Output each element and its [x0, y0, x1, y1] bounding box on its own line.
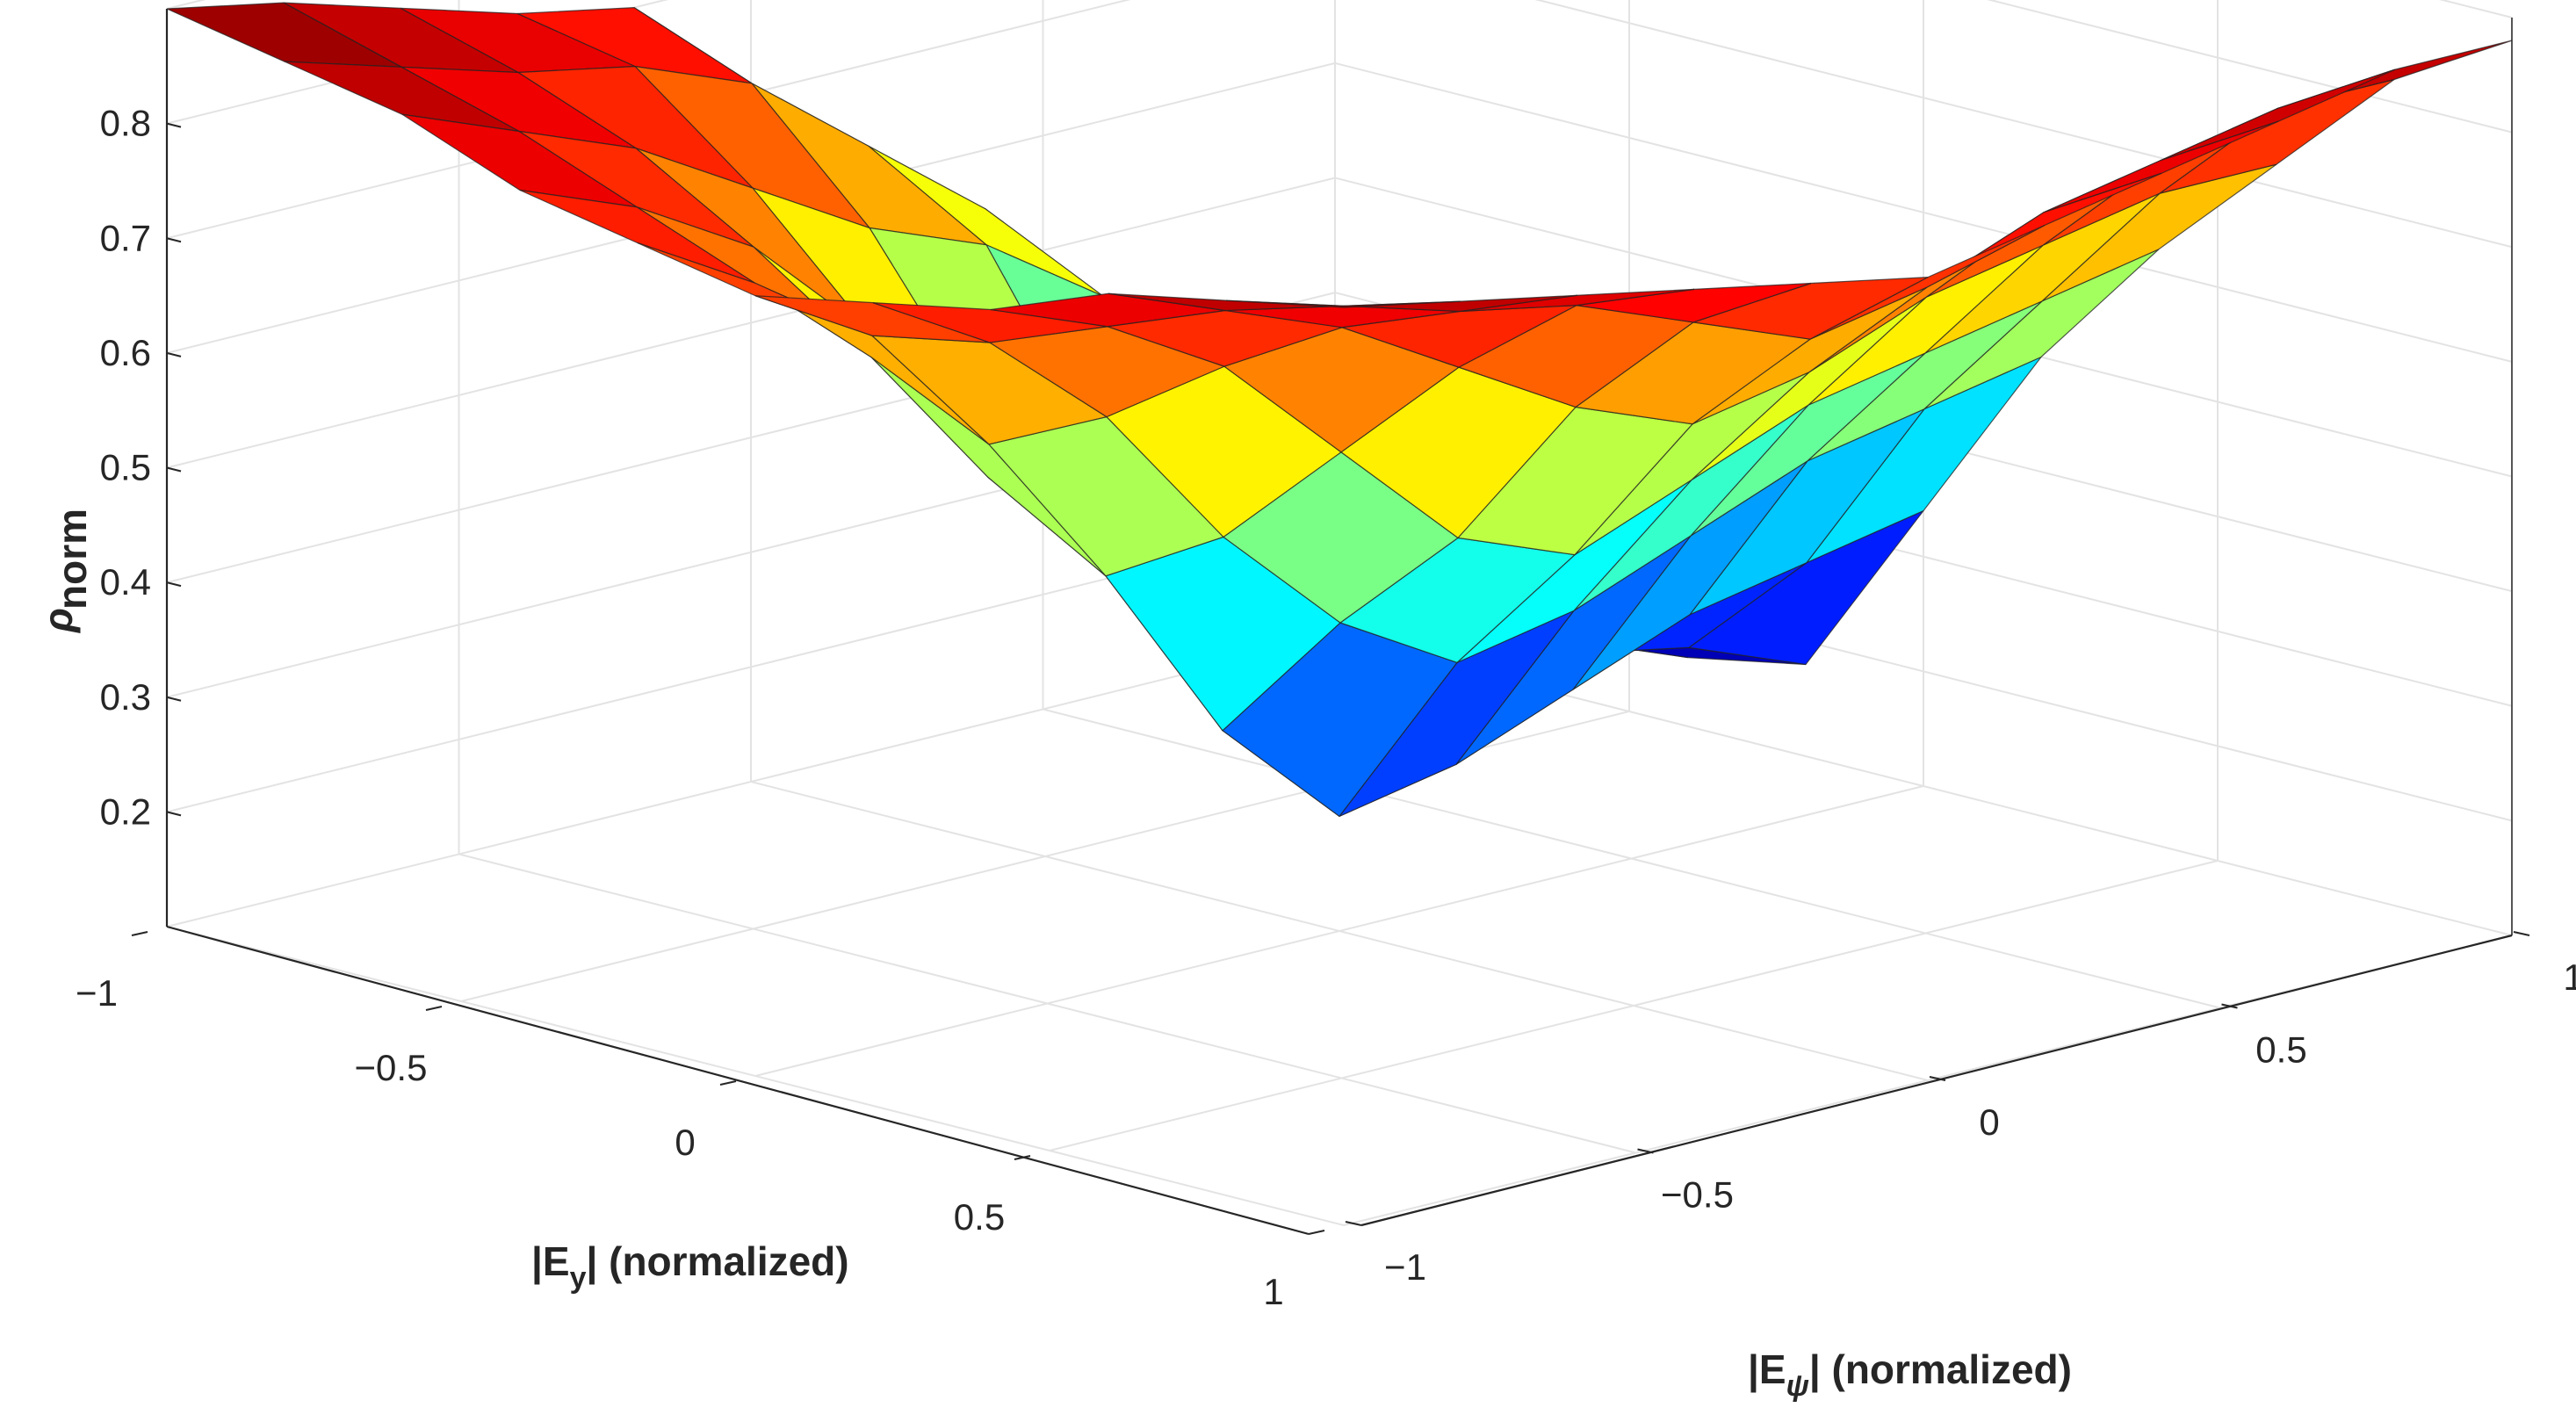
x-tick-label: −0.5: [1661, 1174, 1734, 1216]
z-tick-mark: [166, 237, 182, 243]
z-tick-label: 0.3: [100, 676, 151, 718]
y-tick-label: 0: [675, 1122, 695, 1163]
z-tick-label: 0.2: [100, 790, 151, 832]
y-tick-mark: [719, 1080, 737, 1086]
surface-layer: [166, 2, 2513, 818]
z-tick-label: 0.8: [100, 103, 151, 144]
y-tick-label: −1: [76, 972, 118, 1014]
x-tick-mark: [1637, 1148, 1654, 1154]
y-axis-label: |Ey| (normalized): [531, 1238, 849, 1295]
y-axis-line: [166, 925, 1310, 1236]
z-tick-label: 0.5: [100, 447, 151, 488]
y-tick-label: −0.5: [355, 1047, 428, 1088]
x-axis-label: |Eψ| (normalized): [1748, 1346, 2072, 1403]
x-tick-mark: [1929, 1076, 1946, 1081]
x-tick-label: 0: [1979, 1101, 1999, 1143]
y-tick-label: 0.5: [954, 1196, 1005, 1238]
z-tick-mark: [166, 122, 182, 128]
ticks-layer: −1 −0.5 0 0.5 1 −1 −0.5 0 0.5 1 0.2 0.3 0.4 0.5 0.6 0.7…: [76, 103, 2576, 1312]
x-tick-mark: [1345, 1221, 1362, 1226]
x-tick-label: 1: [2563, 956, 2576, 998]
surface-patch: [1225, 300, 1461, 308]
y-tick-mark: [131, 931, 148, 936]
grid-line: [1049, 0, 2219, 1151]
y-tick-label: 1: [1263, 1271, 1283, 1312]
x-tick-mark: [2513, 931, 2530, 936]
z-tick-mark: [166, 696, 182, 702]
z-tick-mark: [166, 351, 182, 357]
z-tick-label: 0.6: [100, 332, 151, 373]
z-tick-mark: [166, 466, 182, 473]
z-tick-label: 0.7: [100, 217, 151, 258]
x-axis-line: [1360, 934, 2513, 1227]
svg-text:norm: norm: [49, 509, 95, 610]
x-tick-mark: [2221, 1003, 2238, 1009]
z-tick-label: 0.4: [100, 561, 151, 603]
x-tick-label: 0.5: [2255, 1029, 2306, 1071]
y-tick-mark: [1308, 1230, 1325, 1235]
grid-line: [460, 0, 1630, 1002]
surface-patch: [2159, 78, 2395, 194]
x-tick-label: −1: [1384, 1246, 1426, 1288]
grid-line: [754, 0, 1924, 1077]
z-axis-label: ρ norm: [35, 509, 95, 634]
y-tick-mark: [425, 1006, 443, 1011]
y-tick-mark: [1014, 1155, 1031, 1160]
svg-text:ρ: ρ: [35, 608, 81, 634]
z-tick-mark: [166, 581, 182, 588]
z-tick-mark: [166, 811, 182, 817]
